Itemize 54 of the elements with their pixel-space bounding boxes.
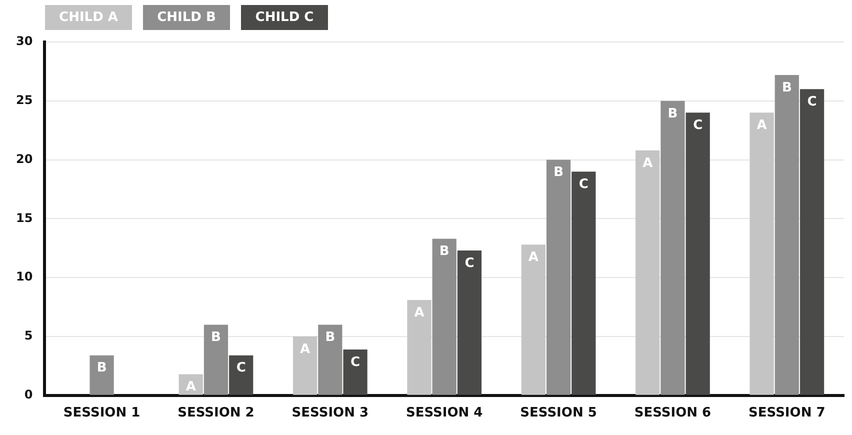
bar bbox=[660, 100, 685, 395]
data-label: B bbox=[96, 360, 107, 376]
bar bbox=[204, 324, 228, 395]
data-label: A bbox=[414, 305, 424, 320]
bar bbox=[521, 244, 546, 395]
bar bbox=[229, 355, 254, 395]
text: CHILD B bbox=[143, 5, 230, 30]
x-tick-label: SESSION 4 bbox=[406, 406, 483, 421]
bar bbox=[318, 324, 342, 395]
bar bbox=[686, 112, 710, 395]
data-label: B bbox=[325, 330, 336, 346]
data-label: B bbox=[211, 330, 221, 346]
data-label: C bbox=[464, 256, 474, 271]
y-tick-label: 15 bbox=[16, 210, 33, 225]
bar bbox=[432, 238, 456, 395]
data-label: C bbox=[350, 354, 360, 370]
data-label: B bbox=[782, 80, 792, 96]
data-label: C bbox=[578, 176, 588, 192]
y-tick-label: 10 bbox=[16, 270, 33, 284]
bar bbox=[343, 349, 368, 395]
data-label: A bbox=[642, 156, 653, 171]
bar bbox=[457, 250, 482, 395]
bar bbox=[750, 112, 774, 395]
bar bbox=[572, 172, 596, 395]
text: CHILD A bbox=[45, 5, 132, 30]
x-tick-label: SESSION 1 bbox=[63, 406, 140, 421]
bar bbox=[546, 160, 571, 395]
y-tick-label: 20 bbox=[16, 152, 33, 166]
bar bbox=[800, 89, 824, 395]
bar bbox=[292, 336, 318, 395]
x-tick-label: SESSION 2 bbox=[178, 406, 254, 421]
data-label: C bbox=[236, 360, 246, 376]
data-label: B bbox=[668, 106, 678, 122]
y-tick-label: 25 bbox=[16, 93, 33, 108]
data-label: A bbox=[528, 250, 538, 265]
data-label: B bbox=[439, 244, 450, 260]
bar bbox=[407, 300, 432, 395]
x-tick-label: SESSION 7 bbox=[748, 406, 826, 421]
data-label: B bbox=[554, 165, 564, 180]
data-label: A bbox=[756, 118, 767, 134]
y-tick-label: 30 bbox=[16, 34, 33, 48]
text: CHILD C bbox=[241, 5, 328, 30]
x-tick-label: SESSION 3 bbox=[292, 406, 369, 421]
bar bbox=[774, 74, 799, 395]
x-tick-label: SESSION 5 bbox=[520, 406, 597, 421]
data-label: C bbox=[693, 118, 703, 134]
y-tick-label: 5 bbox=[24, 328, 33, 343]
data-label: A bbox=[300, 342, 310, 357]
data-label: A bbox=[186, 380, 196, 395]
bar bbox=[636, 150, 660, 395]
data-label: C bbox=[807, 94, 817, 110]
bar bbox=[90, 355, 114, 395]
x-tick-label: SESSION 6 bbox=[634, 406, 712, 421]
y-tick-label: 0 bbox=[24, 388, 33, 402]
